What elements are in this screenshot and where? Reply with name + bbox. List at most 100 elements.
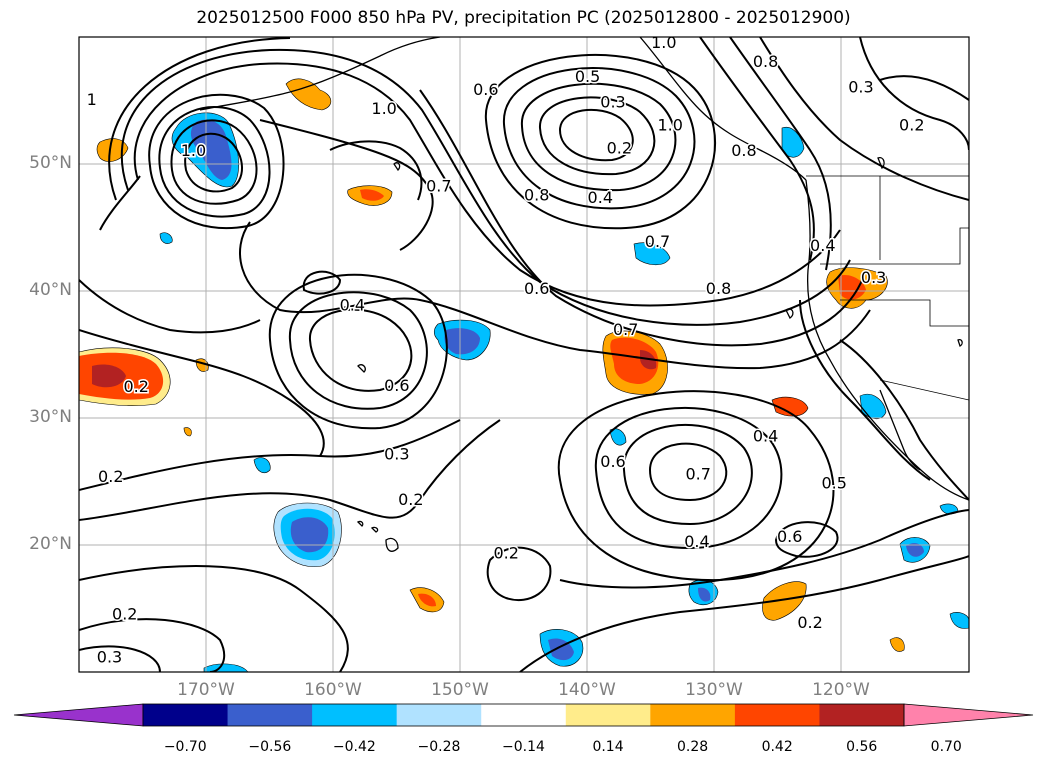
hawaii-small-1: [356, 520, 364, 527]
contour-west-2: [79, 329, 325, 457]
lon-label-150w: 150°W: [431, 680, 489, 700]
gridlines: [79, 37, 969, 672]
precip-blob-far-east-core: [906, 543, 924, 557]
contour-south-8: [79, 645, 161, 672]
contour-subtrop-4: [557, 390, 835, 582]
contour-label: 0.4: [753, 427, 778, 446]
colorbar-tick-label: 0.42: [761, 739, 793, 755]
colorbar-segment: [396, 704, 482, 726]
colorbar-tick-label: 0.56: [846, 739, 878, 755]
contour-high-1: [558, 108, 634, 162]
precip-blob-small-8: [203, 663, 249, 672]
precip-blob-small-2: [253, 457, 271, 473]
precip-blob-west-coast-core: [838, 274, 866, 300]
contour-label: 0.2: [123, 377, 148, 396]
precip-blob-small-3: [609, 428, 627, 446]
contour-label: 0.8: [753, 52, 778, 71]
precip-blob-small-6: [889, 637, 905, 652]
colorbar-segment: [481, 704, 567, 726]
state-line-2: [840, 299, 969, 327]
state-line-1: [820, 227, 969, 265]
contour-label: 0.5: [575, 67, 600, 86]
contour-jet-3: [108, 37, 865, 347]
north-america-coast: [805, 179, 969, 501]
contour-label: 0.5: [822, 474, 847, 493]
contour-jet-2: [120, 48, 851, 326]
island-5: [957, 338, 963, 347]
precip-blob-south-east: [762, 581, 807, 621]
plot-title: 2025012500 F000 850 hPa PV, precipitatio…: [196, 8, 851, 28]
alaska-panhandle: [639, 37, 807, 181]
contour-high-4: [502, 67, 696, 210]
contour-jet-4: [239, 221, 871, 370]
state-line-3: [879, 379, 969, 401]
island-3: [785, 308, 794, 319]
borders: [806, 175, 969, 401]
contour-label: 0.3: [848, 77, 873, 96]
contour-label: 0.6: [524, 279, 549, 298]
contour-south-4: [79, 618, 226, 672]
precip-blob-small-7: [949, 612, 969, 629]
contour-label: 0.2: [112, 604, 137, 623]
precip-blob-south-west-core: [418, 593, 436, 607]
contour-label: 0.3: [384, 444, 409, 463]
contour-east-1: [839, 339, 969, 501]
contour-coast-3: [759, 37, 969, 201]
contour-label: 0.2: [493, 543, 518, 562]
pv-contours: [79, 37, 969, 672]
contour-south-3: [79, 565, 349, 672]
colorbar-tick-label: 0.28: [677, 739, 709, 755]
contour-south-5: [486, 546, 552, 601]
contour-label: 0.3: [97, 648, 122, 667]
contour-label: 0.2: [398, 490, 423, 509]
contour-vortex-4: [148, 93, 285, 230]
colorbar-tick-label: −0.28: [417, 739, 461, 755]
contour-label: 0.3: [600, 93, 625, 112]
precip-blob-east-subtropic: [771, 396, 809, 417]
lat-label-50n: 50°N: [29, 153, 72, 173]
lon-label-140w: 140°W: [558, 680, 616, 700]
contour-south-2: [79, 419, 501, 521]
colorbar-tick-label: −0.70: [163, 739, 207, 755]
contour-north-2: [329, 140, 423, 201]
colorbar-segment: [819, 704, 905, 726]
contour-north-1: [259, 119, 434, 251]
contour-high-5: [484, 53, 716, 230]
hawaii-small-2: [370, 526, 379, 533]
contour-central-1: [308, 308, 413, 392]
contour-coast-2: [729, 37, 832, 271]
contour-central-3: [268, 273, 448, 430]
contour-east-2: [799, 299, 931, 481]
contour-label: 0.4: [684, 532, 709, 551]
colorbar-segment: [650, 704, 736, 726]
lat-label-30n: 30°N: [29, 407, 72, 427]
precip-blob-alaska: [285, 78, 332, 111]
islands: [356, 157, 963, 552]
contour-label: 0.4: [810, 236, 835, 255]
contour-label: 0.4: [340, 296, 365, 315]
contour-label: 0.2: [899, 115, 924, 134]
colorbar-segment: [227, 704, 313, 726]
contour-label: 0.2: [797, 613, 822, 632]
precip-blob-hawaii-west-core: [290, 517, 329, 553]
coastlines: [199, 37, 969, 501]
colorbar-segment: [143, 704, 229, 726]
lon-label-130w: 130°W: [685, 680, 743, 700]
contour-label: 0.4: [588, 188, 613, 207]
precip-blob-dateline-west: [96, 138, 129, 162]
lon-label-160w: 160°W: [304, 680, 362, 700]
precip-blob-small-10: [183, 427, 192, 437]
contour-label: 0.7: [426, 176, 451, 195]
lat-label-40n: 40°N: [29, 280, 72, 300]
contour-label: 1: [87, 90, 97, 109]
contour-label: 0.6: [777, 527, 802, 546]
precip-blob-subtropical-core: [610, 337, 659, 384]
island-2: [877, 157, 885, 170]
contour-label: 0.8: [706, 279, 731, 298]
island-1: [393, 162, 401, 172]
contour-label: 0.2: [98, 467, 123, 486]
contour-label: 0.2: [607, 138, 632, 157]
colorbar-frame: [142, 703, 905, 727]
contour-coast-1: [699, 37, 815, 261]
contour-vortex-3: [158, 106, 271, 218]
